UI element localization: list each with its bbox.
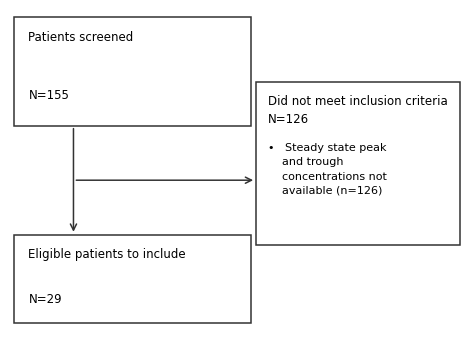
- Bar: [14, 235, 251, 323]
- Text: N=29: N=29: [28, 293, 62, 306]
- Text: Patients screened: Patients screened: [28, 31, 134, 44]
- Text: N=155: N=155: [28, 89, 69, 102]
- Bar: [256, 82, 460, 245]
- Text: Did not meet inclusion criteria
N=126: Did not meet inclusion criteria N=126: [268, 95, 447, 126]
- Text: •   Steady state peak
    and trough
    concentrations not
    available (n=126: • Steady state peak and trough concentra…: [268, 143, 387, 196]
- Text: Eligible patients to include: Eligible patients to include: [28, 248, 186, 261]
- Bar: [14, 17, 251, 126]
